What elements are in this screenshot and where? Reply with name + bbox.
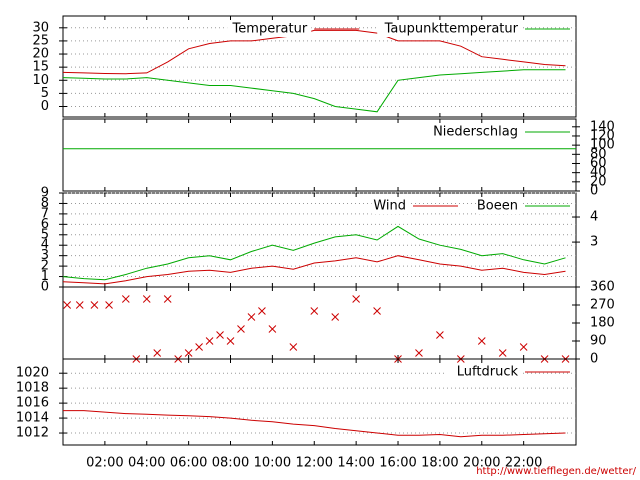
legend-bg	[476, 198, 522, 214]
legend-bg	[371, 198, 410, 214]
x-tick-label: 18:00	[421, 456, 458, 471]
series-line	[62, 225, 566, 281]
legend-label: Temperatur	[232, 22, 308, 37]
direction-point	[205, 337, 214, 345]
direction-point	[90, 301, 99, 309]
y-tick-label: 40	[590, 165, 607, 180]
y-tick-label: 1018	[16, 381, 49, 396]
legend-bg	[377, 21, 522, 37]
legend-label: Luftdruck	[457, 365, 519, 380]
x-tick-label: 22:00	[505, 456, 542, 471]
y-tick-label: 1016	[16, 396, 49, 411]
direction-point	[75, 301, 84, 309]
y-tick-label: 0	[590, 352, 598, 367]
y-tick-label: 0	[41, 280, 49, 295]
x-tick-label: 12:00	[296, 456, 333, 471]
direction-point	[289, 343, 298, 351]
direction-point	[226, 337, 235, 345]
direction-point	[142, 295, 151, 303]
y-tick-label: 1	[41, 269, 49, 284]
direction-point	[237, 325, 245, 333]
x-tick-label: 02:00	[86, 456, 123, 471]
y-tick-label: 0	[41, 99, 49, 114]
x-tick-label: 04:00	[128, 456, 165, 471]
panel-frame	[62, 358, 577, 446]
series-line	[62, 29, 566, 75]
y-tick-label: 5	[41, 86, 49, 101]
x-tick-label: 14:00	[337, 456, 374, 471]
x-tick-label: 20:00	[463, 456, 500, 471]
direction-point	[195, 343, 203, 351]
y-tick-label: 90	[590, 334, 607, 349]
y-tick-label: 100	[590, 138, 615, 153]
legend-bg	[445, 364, 522, 380]
y-tick-label: 10	[32, 73, 49, 88]
y-tick-label: 15	[32, 60, 49, 75]
direction-point	[247, 313, 256, 321]
legend-label: Boeen	[477, 199, 518, 214]
y-tick-label: 3	[41, 248, 49, 263]
panel-frame	[62, 286, 577, 360]
y-tick-label: 1014	[16, 411, 49, 426]
legend-bg	[227, 21, 312, 37]
direction-point	[436, 331, 444, 339]
y-tick-label: 360	[590, 280, 615, 295]
direction-point	[258, 307, 266, 315]
series-line	[62, 69, 566, 113]
y-tick-label: 80	[590, 147, 607, 162]
direction-point	[352, 295, 360, 303]
direction-point	[415, 349, 423, 357]
series-line	[63, 410, 566, 438]
y-tick-label: 9	[41, 186, 49, 201]
direction-point	[105, 301, 113, 309]
direction-point	[63, 301, 72, 309]
y-tick-label: 120	[590, 128, 615, 143]
direction-point	[184, 349, 193, 357]
y-tick-label: 3	[590, 235, 598, 250]
series-line	[62, 255, 566, 285]
y-tick-label: 25	[32, 33, 49, 48]
y-tick-label: 8	[41, 196, 49, 211]
direction-point	[153, 349, 162, 357]
direction-point	[519, 343, 528, 351]
y-tick-label: 0	[590, 184, 598, 199]
direction-point	[498, 349, 507, 357]
legend-label: Wind	[373, 199, 406, 214]
y-tick-label: 2	[41, 259, 49, 274]
x-tick-label: 16:00	[379, 456, 416, 471]
direction-point	[373, 307, 381, 315]
panel-frame	[62, 15, 577, 118]
y-tick-label: 20	[32, 47, 49, 62]
y-tick-label: 5	[41, 227, 49, 242]
direction-point	[268, 325, 277, 333]
direction-point	[163, 295, 172, 303]
direction-point	[216, 331, 224, 339]
y-tick-label: 4	[41, 238, 49, 253]
panel-frame	[62, 118, 577, 192]
direction-point	[121, 295, 130, 303]
legend-bg	[422, 124, 522, 140]
y-tick-label: 270	[590, 298, 615, 313]
y-tick-label: 1020	[16, 366, 49, 381]
direction-point	[331, 313, 340, 321]
y-tick-label: 7	[41, 206, 49, 221]
y-tick-label: 6	[41, 217, 49, 232]
y-tick-label: 1012	[16, 426, 49, 441]
x-tick-label: 08:00	[212, 456, 249, 471]
y-tick-label: 140	[590, 119, 615, 134]
y-tick-label: 180	[590, 316, 615, 331]
y-tick-label: 30	[32, 20, 49, 35]
y-tick-label: 60	[590, 156, 607, 171]
y-tick-label: 20	[590, 174, 607, 189]
legend-label: Taupunkttemperatur	[384, 22, 519, 37]
y-tick-label: 4	[590, 210, 598, 225]
footer-url: http://www.tiefflegen.de/wetter/	[476, 466, 636, 477]
x-tick-label: 06:00	[170, 456, 207, 471]
x-tick-label: 10:00	[254, 456, 291, 471]
direction-point	[310, 307, 319, 315]
direction-point	[477, 337, 486, 345]
legend-label: Niederschlag	[433, 125, 518, 140]
